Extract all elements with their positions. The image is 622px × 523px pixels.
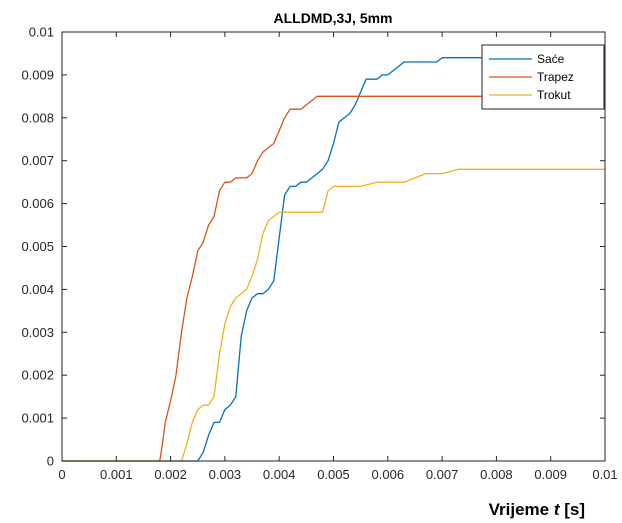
- x-tick-label: 0.002: [154, 467, 187, 482]
- x-tick-label: 0.008: [480, 467, 513, 482]
- y-tick-label: 0.003: [21, 325, 54, 340]
- y-tick-label: 0.01: [29, 25, 54, 40]
- y-tick-label: 0.004: [21, 282, 54, 297]
- legend-label-sa-e: Saće: [537, 52, 565, 66]
- legend-label-trapez: Trapez: [537, 70, 574, 84]
- x-tick-label: 0.01: [592, 467, 617, 482]
- x-tick-label: 0.006: [372, 467, 405, 482]
- legend: Saće Trapez Trokut: [481, 44, 605, 110]
- y-tick-label: 0.002: [21, 368, 54, 383]
- y-tick-label: 0: [47, 454, 54, 469]
- axes-layer: 0 0.001 0.002 0.003 0.004 0.005 0.006 0.007 0.00…: [21, 25, 617, 483]
- y-tick-label: 0.007: [21, 153, 54, 168]
- x-tick-label: 0.001: [100, 467, 133, 482]
- y-tick-label: 0.005: [21, 239, 54, 254]
- y-tick-label: 0.009: [21, 67, 54, 82]
- series-line-sa-e: [62, 57, 605, 462]
- chart-title: ALLDMD,3J, 5mm: [273, 10, 392, 26]
- y-tick-label: 0.001: [21, 411, 54, 426]
- x-tick-label: 0.009: [534, 467, 567, 482]
- y-tick-label: 0.006: [21, 196, 54, 211]
- series-line-trokut: [62, 168, 605, 462]
- x-axis-label-pre: Vrijeme: [489, 500, 554, 519]
- x-tick-label: 0.004: [263, 467, 296, 482]
- y-tick-label: 0.008: [21, 110, 54, 125]
- x-tick-label: 0.003: [209, 467, 242, 482]
- x-tick-label: 0.007: [426, 467, 459, 482]
- series-line-trapez: [62, 95, 605, 462]
- x-axis-label: Vrijeme t [s]: [489, 500, 585, 519]
- legend-label-trokut: Trokut: [537, 88, 571, 102]
- x-axis-label-variable: t: [554, 500, 561, 519]
- x-tick-label: 0.005: [317, 467, 350, 482]
- x-tick-label: 0: [58, 467, 65, 482]
- series-layer: [62, 57, 605, 462]
- x-axis-label-unit: [s]: [560, 500, 586, 519]
